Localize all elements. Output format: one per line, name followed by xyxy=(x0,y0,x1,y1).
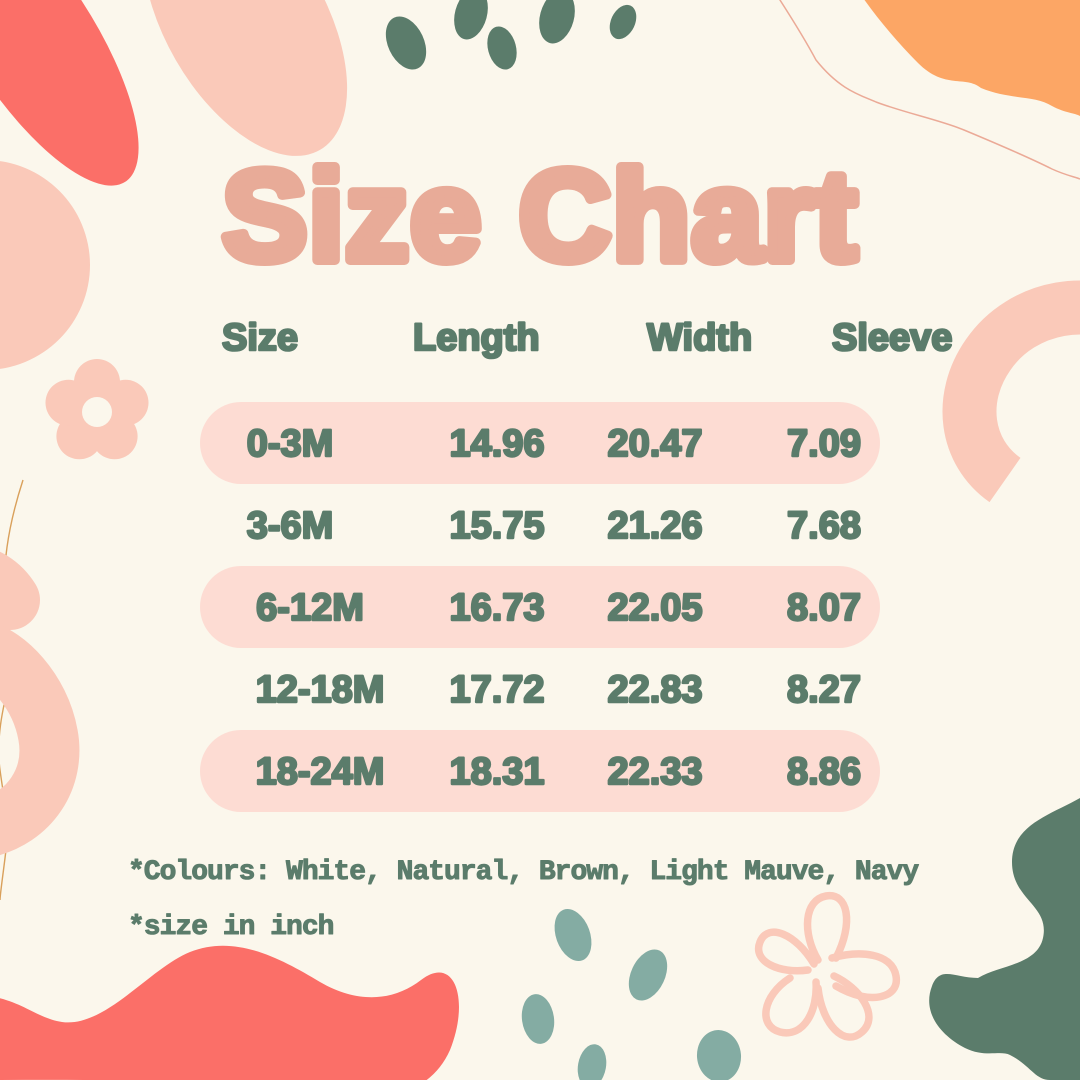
svg-text:22.05: 22.05 xyxy=(607,587,702,629)
svg-text:15.75: 15.75 xyxy=(449,505,544,547)
svg-text:18-24M: 18-24M xyxy=(256,751,385,793)
svg-text:7.09: 7.09 xyxy=(787,423,861,465)
svg-text:*size in inch: *size in inch xyxy=(128,912,334,943)
svg-text:8.27: 8.27 xyxy=(787,669,861,711)
svg-text:18.31: 18.31 xyxy=(449,751,544,793)
svg-text:*Colours: White, Natural, Brow: *Colours: White, Natural, Brown, Light M… xyxy=(128,857,919,888)
svg-text:Size: Size xyxy=(222,317,298,359)
svg-text:Width: Width xyxy=(647,317,752,359)
svg-text:22.83: 22.83 xyxy=(607,669,702,711)
svg-text:12-18M: 12-18M xyxy=(256,669,385,711)
svg-text:Sleeve: Sleeve xyxy=(832,317,952,359)
svg-text:17.72: 17.72 xyxy=(449,669,544,711)
svg-text:21.26: 21.26 xyxy=(607,505,702,547)
svg-text:16.73: 16.73 xyxy=(449,587,544,629)
svg-text:8.07: 8.07 xyxy=(787,587,861,629)
svg-text:7.68: 7.68 xyxy=(787,505,861,547)
svg-text:8.86: 8.86 xyxy=(787,751,861,793)
svg-text:20.47: 20.47 xyxy=(607,423,702,465)
svg-text:14.96: 14.96 xyxy=(449,423,544,465)
svg-text:Length: Length xyxy=(413,317,540,359)
svg-text:3-6M: 3-6M xyxy=(247,505,334,547)
svg-text:0-3M: 0-3M xyxy=(247,423,334,465)
svg-text:22.33: 22.33 xyxy=(607,751,702,793)
svg-text:6-12M: 6-12M xyxy=(256,587,364,629)
